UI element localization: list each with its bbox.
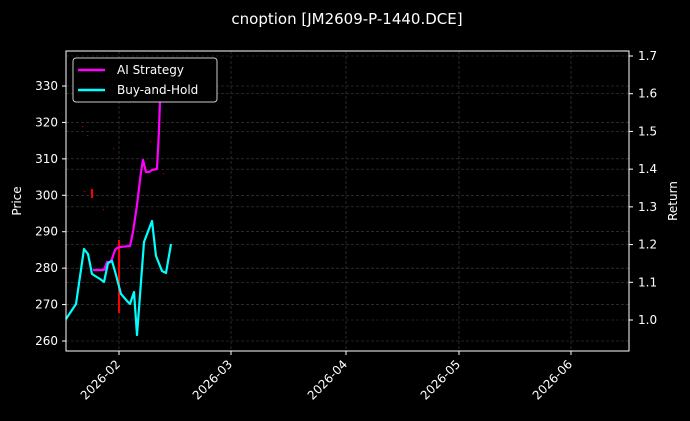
y-axis-left-label: Price xyxy=(10,186,24,215)
y-tick-left: 330 xyxy=(35,79,58,93)
y-tick-left: 320 xyxy=(35,115,58,129)
y-tick-left: 280 xyxy=(35,261,58,275)
legend-label-ai-strategy: AI Strategy xyxy=(117,63,184,77)
y-tick-right: 1.2 xyxy=(638,238,657,252)
red-signal-markers xyxy=(82,126,165,313)
chart-title: cnoption [JM2609-P-1440.DCE] xyxy=(231,10,462,28)
y-tick-left: 310 xyxy=(35,152,58,166)
y-tick-right: 1.3 xyxy=(638,200,657,214)
plot-frame xyxy=(65,50,630,352)
series-lines xyxy=(65,63,173,337)
y-tick-left: 270 xyxy=(35,298,58,312)
y-axis-right: 1.0 1.1 1.2 1.3 1.4 1.5 1.6 1.7 xyxy=(629,49,657,327)
y-tick-left: 290 xyxy=(35,225,58,239)
y-tick-left: 300 xyxy=(35,188,58,202)
y-axis-left: 260 270 280 290 300 310 320 330 xyxy=(35,79,66,348)
y-tick-right: 1.4 xyxy=(638,162,657,176)
y-axis-right-label: Return xyxy=(666,181,680,221)
y-tick-right: 1.5 xyxy=(638,124,657,138)
series-line-buy-and-hold xyxy=(65,219,173,337)
y-tick-right: 1.0 xyxy=(638,313,657,327)
y-tick-left: 260 xyxy=(35,334,58,348)
y-tick-right: 1.1 xyxy=(638,275,657,289)
y-tick-right: 1.7 xyxy=(638,49,657,63)
y-tick-right: 1.6 xyxy=(638,87,657,101)
legend-label-buy-and-hold: Buy-and-Hold xyxy=(117,83,198,97)
grid xyxy=(66,51,629,351)
legend: AI Strategy Buy-and-Hold xyxy=(72,57,218,103)
